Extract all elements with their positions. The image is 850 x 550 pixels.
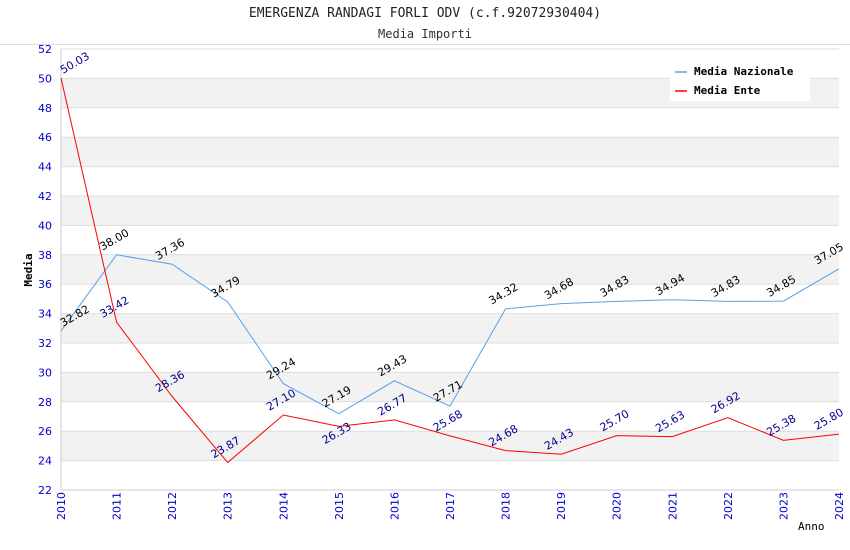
- title-divider: [0, 44, 850, 45]
- y-tick-label: 38: [38, 249, 52, 262]
- y-tick-label: 32: [38, 337, 52, 350]
- y-tick-label: 30: [38, 366, 52, 379]
- y-tick-label: 26: [38, 425, 52, 438]
- legend: [670, 60, 810, 101]
- grid-band: [61, 254, 839, 285]
- data-label: 50.03: [58, 50, 92, 77]
- x-axis-label: Anno: [798, 520, 825, 533]
- x-tick-label: 2011: [111, 492, 124, 520]
- y-tick-label: 36: [38, 278, 52, 291]
- x-tick-label: 2023: [777, 492, 790, 520]
- x-tick-label: 2024: [833, 492, 846, 520]
- y-tick-label: 48: [38, 102, 52, 115]
- series-line-0: [60, 254, 840, 415]
- y-tick-label: 42: [38, 190, 52, 203]
- y-axis-label: Media: [22, 253, 35, 286]
- y-tick-label: 24: [38, 455, 52, 468]
- y-tick-label: 52: [38, 43, 52, 56]
- x-tick-label: 2020: [611, 492, 624, 520]
- x-tick-label: 2014: [277, 492, 290, 520]
- x-tick-label: 2017: [444, 492, 457, 520]
- data-label: 25.68: [431, 407, 465, 434]
- y-tick-label: 44: [38, 161, 52, 174]
- data-label: 25.80: [812, 406, 846, 433]
- data-label: 38.00: [98, 226, 132, 253]
- y-tick-label: 50: [38, 72, 52, 85]
- y-tick-label: 34: [38, 308, 52, 321]
- x-tick-label: 2010: [55, 492, 68, 520]
- x-tick-label: 2018: [500, 492, 513, 520]
- x-tick-label: 2015: [333, 492, 346, 520]
- y-tick-label: 22: [38, 484, 52, 497]
- x-tick-label: 2013: [222, 492, 235, 520]
- legend-label: Media Ente: [694, 84, 761, 97]
- chart-title: EMERGENZA RANDAGI FORLI ODV (c.f.9207293…: [248, 6, 602, 21]
- x-tick-label: 2021: [666, 492, 679, 520]
- x-tick-label: 2022: [722, 492, 735, 520]
- chart-subtitle: Media Importi: [378, 27, 472, 41]
- data-label: 25.70: [598, 407, 632, 434]
- y-tick-label: 28: [38, 396, 52, 409]
- grid-band: [61, 196, 839, 226]
- y-tick-label: 46: [38, 131, 52, 144]
- x-tick-label: 2012: [166, 492, 179, 520]
- legend-label: Media Nazionale: [694, 65, 794, 78]
- grid-band: [61, 137, 839, 167]
- x-tick-label: 2019: [555, 492, 568, 520]
- series-line-1: [60, 77, 840, 464]
- x-tick-label: 2016: [388, 492, 401, 520]
- grid-band: [61, 372, 839, 402]
- y-tick-label: 40: [38, 219, 52, 232]
- grid-band: [61, 313, 839, 343]
